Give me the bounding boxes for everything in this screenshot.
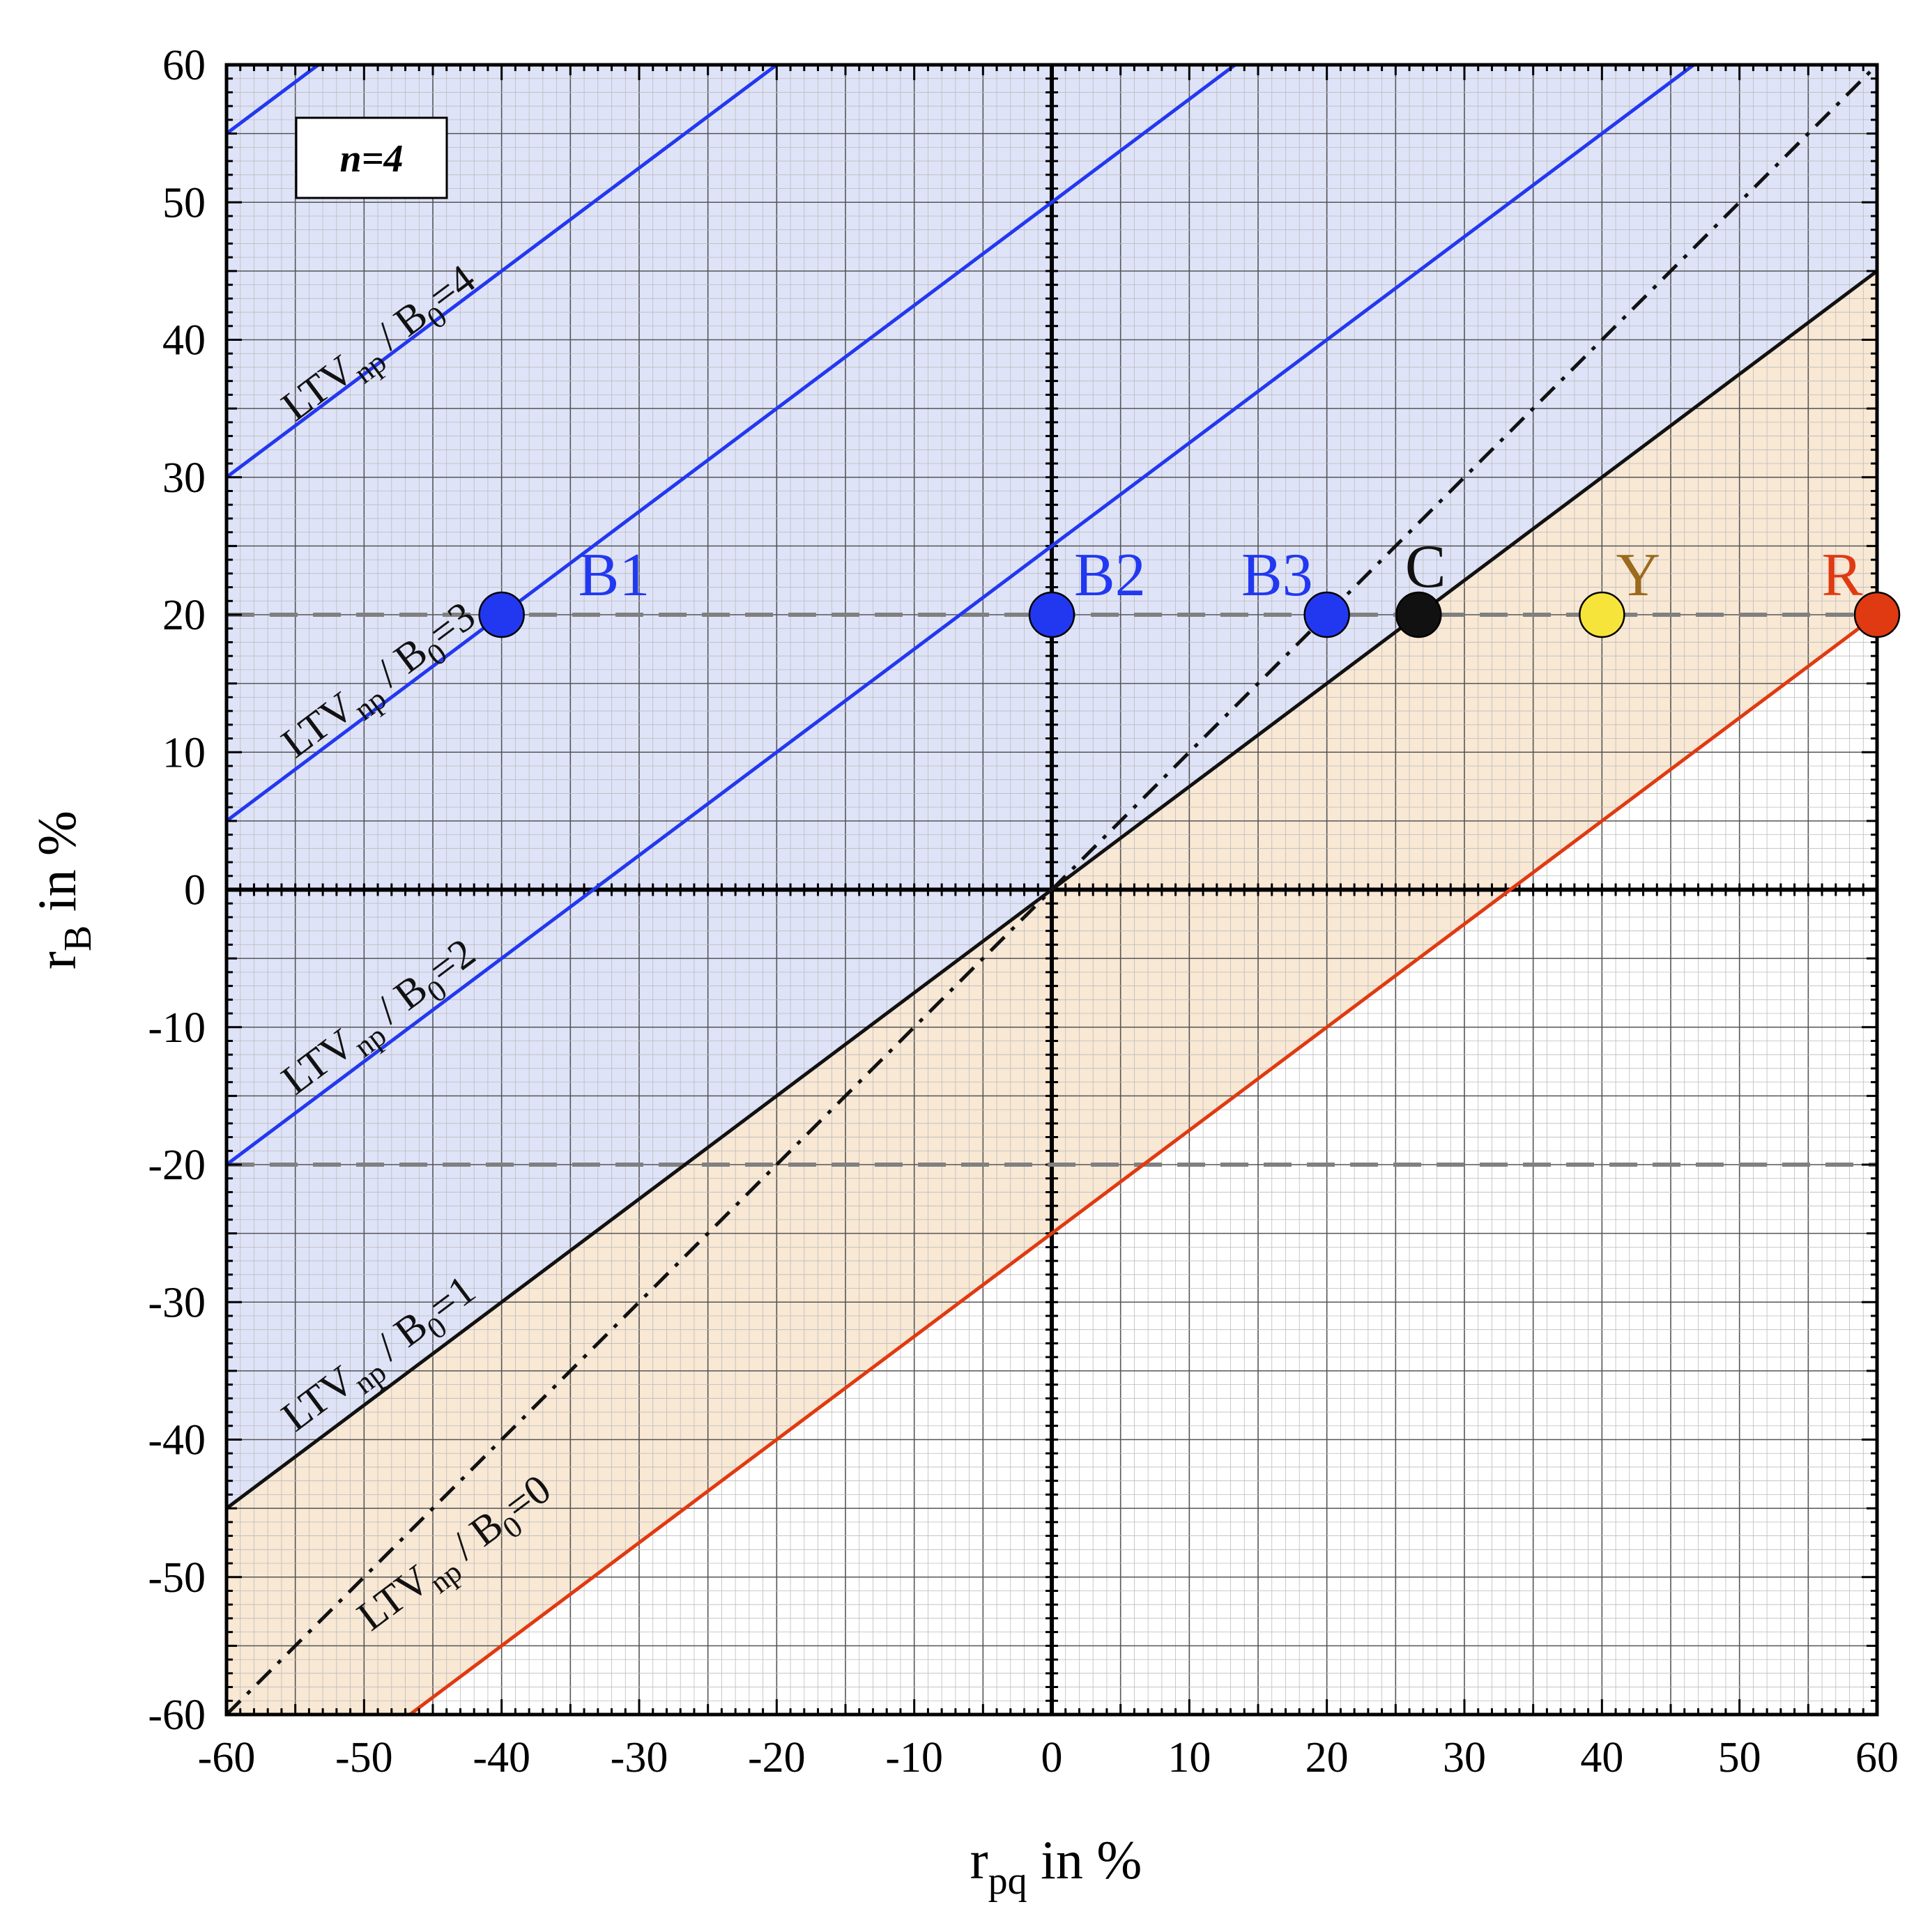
y-tick-label: 20	[162, 592, 206, 639]
y-axis-label-main: r	[26, 951, 87, 969]
y-tick-label: 50	[162, 179, 206, 227]
x-tick-label: 40	[1580, 1734, 1623, 1781]
plot-frame	[224, 63, 1879, 1717]
y-axis-label-tail: in %	[26, 811, 87, 926]
point-label-y: Y	[1616, 542, 1661, 609]
x-axis-label-sub: pq	[988, 1860, 1027, 1903]
ltv-line-1	[227, 269, 1877, 1510]
y-tick-label: -50	[148, 1554, 206, 1602]
x-axis-label-tail: in %	[1027, 1830, 1142, 1890]
x-tick-label: -60	[198, 1734, 256, 1781]
point-label-c: C	[1405, 533, 1446, 601]
y-tick-label: -40	[148, 1417, 206, 1464]
ltv-line	[227, 65, 780, 479]
x-tick-label: -20	[748, 1734, 806, 1781]
y-tick-label: -20	[148, 1142, 206, 1189]
x-tick-label: 50	[1718, 1734, 1761, 1781]
y-tick-label: 10	[162, 729, 206, 776]
annotation-text: n=4	[339, 137, 403, 181]
svg-text:rpq in %: rpq in %	[970, 1830, 1142, 1903]
point-y	[1579, 591, 1625, 638]
data-points: B1 B2 B3 C Y R	[478, 533, 1901, 638]
x-tick-label: 0	[1041, 1734, 1063, 1781]
ltv-line	[592, 65, 1695, 891]
y-tick-label: 40	[162, 317, 206, 365]
ltv-line	[227, 65, 1236, 822]
point-b1	[478, 591, 525, 638]
y-tick-label: 60	[162, 42, 206, 89]
ltv-line	[227, 65, 320, 135]
annotation-box: n=4	[295, 116, 448, 199]
point-label-r: R	[1822, 542, 1863, 609]
point-label-b1: B1	[579, 542, 650, 609]
y-tick-label: 30	[162, 454, 206, 502]
x-tick-label: 30	[1443, 1734, 1486, 1781]
y-axis-label: rB in %	[26, 811, 100, 969]
x-tick-label: -10	[885, 1734, 943, 1781]
x-tick-label: 10	[1167, 1734, 1211, 1781]
x-tick-label: -50	[335, 1734, 393, 1781]
ltv-line-0	[408, 613, 1877, 1715]
point-c	[1395, 591, 1442, 638]
y-tick-label: -60	[148, 1692, 206, 1739]
point-b2	[1028, 591, 1075, 638]
point-label-b3: B3	[1241, 542, 1313, 609]
x-tick-label: 60	[1855, 1734, 1899, 1781]
x-axis-label-main: r	[970, 1830, 988, 1890]
y-tick-label: 0	[184, 867, 206, 914]
point-r	[1853, 591, 1901, 638]
y-tick-label: -30	[148, 1279, 206, 1326]
x-tick-label: -40	[473, 1734, 530, 1781]
tick-labels: -60 -50 -40 -30 -20 -10 0 10 20 30 40 50 60 -60 -50 -40…	[148, 42, 1899, 1781]
point-label-b2: B2	[1074, 542, 1146, 609]
y-axis-label-sub: B	[56, 926, 100, 951]
x-axis-label: rpq in %	[970, 1830, 1142, 1903]
point-b3	[1303, 591, 1350, 638]
svg-text:rB in %: rB in %	[26, 811, 100, 969]
ltv-line	[227, 888, 595, 1167]
x-tick-label: -30	[611, 1734, 668, 1781]
y-tick-label: -10	[148, 1004, 206, 1052]
x-tick-label: 20	[1305, 1734, 1349, 1781]
